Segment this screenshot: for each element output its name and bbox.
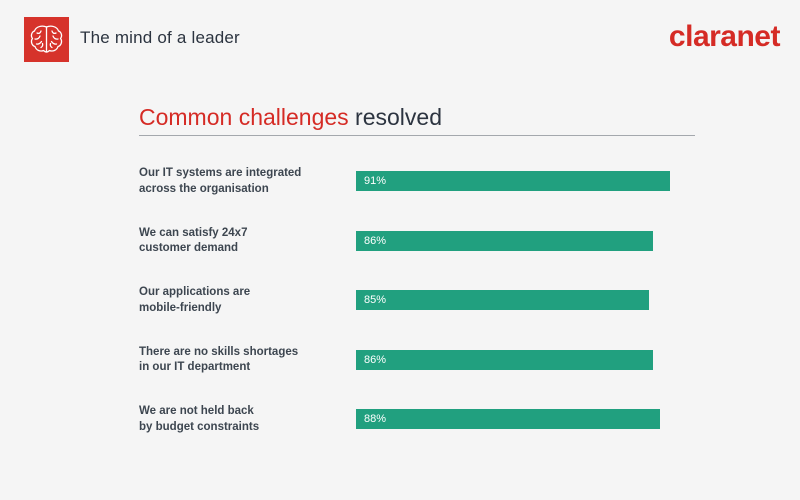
bar-value-label: 91%: [364, 175, 387, 187]
bar-value-label: 88%: [364, 413, 387, 425]
category-label: Our IT systems are integrated across the…: [139, 167, 302, 195]
bar: 91%: [356, 171, 670, 191]
bar-value-label: 85%: [364, 294, 387, 306]
claranet-logo: claranet: [668, 20, 781, 53]
header: The mind of a leader claranet: [0, 0, 800, 70]
title-divider: [139, 135, 695, 136]
header-title: The mind of a leader: [80, 28, 240, 47]
bar: 86%: [356, 349, 653, 370]
chart-title: Common challenges resolved: [139, 104, 442, 131]
bar: 88%: [356, 409, 660, 429]
category-label: We can satisfy 24x7 customer demand: [139, 226, 248, 255]
category-label: There are no skills shortages in our IT …: [139, 345, 299, 374]
bar: 86%: [356, 230, 653, 251]
bar-value-label: 86%: [364, 353, 387, 366]
brain-icon: [30, 25, 63, 53]
bar: 85%: [356, 290, 650, 310]
category-label: Our applications are mobile-friendly: [139, 286, 251, 314]
chart-title-rest: resolved: [348, 104, 442, 130]
chart-title-accent: Common challenges: [139, 104, 349, 130]
bar-value-label: 86%: [364, 234, 387, 247]
category-label: We are not held back by budget constrain…: [139, 405, 260, 433]
brain-logo: [24, 17, 69, 62]
